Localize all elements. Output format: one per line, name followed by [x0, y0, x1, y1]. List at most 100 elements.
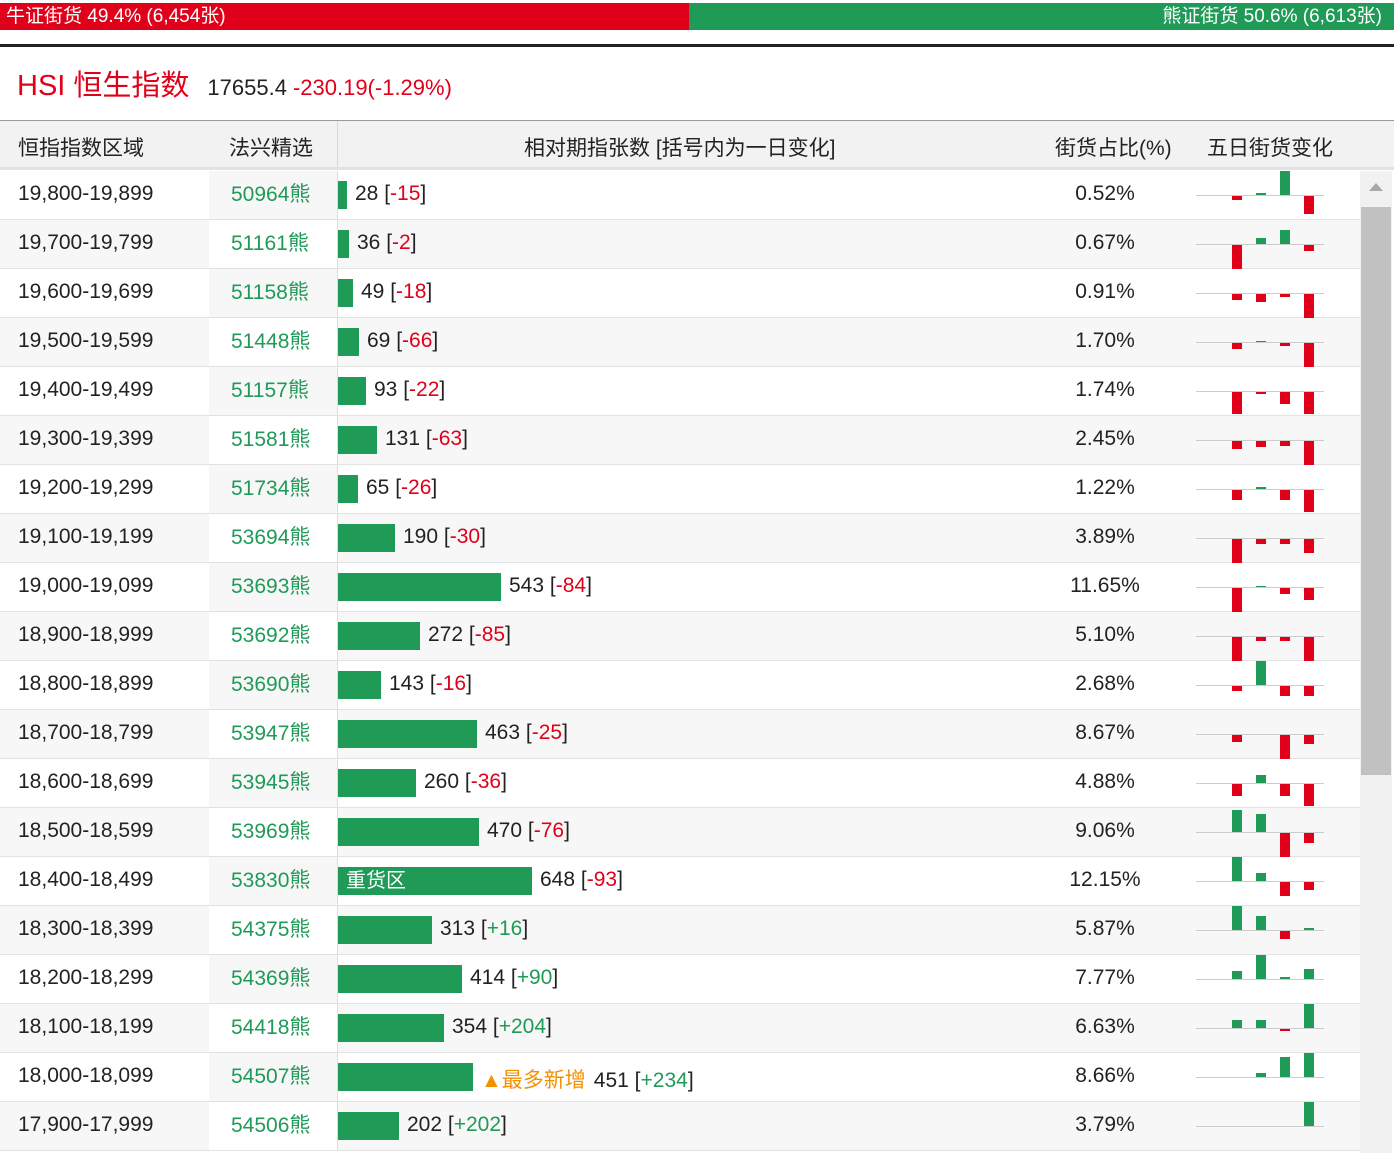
table-row[interactable]: 18,200-18,299 54369熊 414 [+90] 7.77% — [0, 955, 1360, 1004]
contracts-value: 28 — [355, 182, 379, 205]
table-row[interactable]: 19,600-19,699 51158熊 49 [-18] 0.91% — [0, 269, 1360, 318]
five-day-sparkline — [1196, 318, 1324, 367]
sparkline-bar — [1280, 882, 1290, 896]
sparkline-bar — [1304, 784, 1314, 806]
warrant-code-link[interactable]: 51158熊 — [209, 269, 337, 317]
warrant-code-link[interactable]: 53690熊 — [209, 661, 337, 709]
warrant-code-link[interactable]: 54507熊 — [209, 1053, 337, 1101]
table-row[interactable]: 18,900-18,999 53692熊 272 [-85] 5.10% — [0, 612, 1360, 661]
five-day-sparkline — [1196, 1053, 1324, 1101]
contracts-value: 93 — [374, 378, 398, 401]
warrant-code-link[interactable]: 51448熊 — [209, 318, 337, 366]
street-pct-cell: 9.06% — [1075, 819, 1135, 842]
contracts-label: 69 [-66] — [367, 329, 439, 352]
sparkline-bar — [1280, 294, 1290, 297]
table-row[interactable]: 18,000-18,099 54507熊 ▲最多新增 451 [+234] 8.66% — [0, 1053, 1360, 1102]
warrant-code-link[interactable]: 53830熊 — [209, 857, 337, 905]
five-day-sparkline — [1196, 759, 1324, 807]
warrant-code-link[interactable]: 54369熊 — [209, 955, 337, 1003]
table-row[interactable]: 19,400-19,499 51157熊 93 [-22] 1.74% — [0, 367, 1360, 416]
table-row[interactable]: 18,500-18,599 53969熊 470 [-76] 9.06% — [0, 808, 1360, 857]
index-range-cell: 18,800-18,899 — [18, 672, 154, 695]
table-row[interactable]: 18,300-18,399 54375熊 313 [+16] 5.87% — [0, 906, 1360, 955]
street-pct-cell: 2.68% — [1075, 672, 1135, 695]
warrant-code-link[interactable]: 53692熊 — [209, 612, 337, 660]
warrant-code-link[interactable]: 50964熊 — [209, 171, 337, 219]
table-row[interactable]: 18,800-18,899 53690熊 143 [-16] 2.68% — [0, 661, 1360, 710]
five-day-sparkline — [1196, 563, 1324, 612]
table-row[interactable]: 19,000-19,099 53693熊 543 [-84] 11.65% — [0, 563, 1360, 612]
warrant-code-link[interactable]: 54418熊 — [209, 1004, 337, 1052]
contracts-change: -16 — [435, 672, 467, 695]
warrant-code-link[interactable]: 51157熊 — [209, 367, 337, 415]
table-row[interactable]: 19,700-19,799 51161熊 36 [-2] 0.67% — [0, 220, 1360, 269]
sparkline-bar — [1256, 341, 1266, 342]
warrant-code-link[interactable]: 51581熊 — [209, 416, 337, 464]
contracts-change: +202 — [453, 1113, 502, 1136]
warrant-code-link[interactable]: 54506熊 — [209, 1102, 337, 1150]
warrant-code-link[interactable]: 53969熊 — [209, 808, 337, 856]
sparkline-bar — [1304, 588, 1314, 600]
contracts-change: -30 — [449, 525, 481, 548]
table-row[interactable]: 19,100-19,199 53694熊 190 [-30] 3.89% — [0, 514, 1360, 563]
sparkline-bar — [1280, 977, 1290, 979]
sparkline-bar — [1256, 775, 1266, 783]
sparkline-baseline — [1196, 195, 1324, 196]
five-day-sparkline — [1196, 857, 1324, 905]
sparkline-bar — [1280, 343, 1290, 346]
contracts-label: 202 [+202] — [407, 1113, 507, 1136]
table-row[interactable]: 18,700-18,799 53947熊 463 [-25] 8.67% — [0, 710, 1360, 759]
sparkline-bar — [1280, 931, 1290, 939]
index-change: -230.19(-1.29%) — [292, 75, 452, 100]
table-row[interactable]: 17,900-17,999 54506熊 202 [+202] 3.79% — [0, 1102, 1360, 1151]
warrant-code-link[interactable]: 51734熊 — [209, 465, 337, 513]
contracts-cell: 131 [-63] — [337, 416, 468, 464]
table-row[interactable]: 19,300-19,399 51581熊 131 [-63] 2.45% — [0, 416, 1360, 465]
contracts-label: 190 [-30] — [403, 525, 486, 548]
sparkline-bar — [1232, 588, 1242, 612]
sparkline-bar — [1280, 1029, 1290, 1031]
sparkline-bar — [1232, 735, 1242, 742]
warrant-code-link[interactable]: 53945熊 — [209, 759, 337, 807]
contracts-label: 65 [-26] — [366, 476, 438, 499]
sparkline-baseline — [1196, 489, 1324, 490]
index-range-cell: 18,700-18,799 — [18, 721, 154, 744]
contracts-bar — [338, 720, 477, 748]
warrant-code-link[interactable]: 53693熊 — [209, 563, 337, 611]
sparkline-baseline — [1196, 685, 1324, 686]
sparkline-bar — [1256, 586, 1266, 587]
sparkline-baseline — [1196, 979, 1324, 980]
sparkline-bar — [1232, 686, 1242, 691]
warrant-code-link[interactable]: 54375熊 — [209, 906, 337, 954]
scrollbar-thumb[interactable] — [1361, 207, 1391, 775]
sparkline-bar — [1256, 661, 1266, 685]
contracts-value: 260 — [424, 770, 460, 793]
sparkline-baseline — [1196, 783, 1324, 784]
contracts-cell: 49 [-18] — [337, 269, 432, 317]
sparkline-bar — [1256, 637, 1266, 641]
table-row[interactable]: 18,100-18,199 54418熊 354 [+204] 6.63% — [0, 1004, 1360, 1053]
index-name[interactable]: HSI 恒生指数 — [17, 70, 190, 102]
table-row[interactable]: 19,800-19,899 50964熊 28 [-15] 0.52% — [0, 171, 1360, 220]
five-day-sparkline — [1196, 171, 1324, 219]
table-row[interactable]: 18,600-18,699 53945熊 260 [-36] 4.88% — [0, 759, 1360, 808]
sparkline-bar — [1256, 955, 1266, 979]
contracts-change: -85 — [474, 623, 506, 646]
sparkline-bar — [1304, 833, 1314, 843]
warrant-code-link[interactable]: 51161熊 — [209, 220, 337, 268]
scroll-up-arrow-icon[interactable] — [1369, 183, 1383, 191]
warrant-code-link[interactable]: 53694熊 — [209, 514, 337, 562]
table-row[interactable]: 19,500-19,599 51448熊 69 [-66] 1.70% — [0, 318, 1360, 367]
sparkline-bar — [1280, 490, 1290, 500]
scrollbar[interactable] — [1360, 171, 1392, 1153]
column-header-trend: 五日街货变化 — [1207, 137, 1333, 160]
warrant-code-link[interactable]: 53947熊 — [209, 710, 337, 758]
index-range-cell: 19,400-19,499 — [18, 378, 154, 401]
contracts-label: 648 [-93] — [540, 868, 623, 891]
table-row[interactable]: 18,400-18,499 53830熊 重货区 648 [-93] 12.15% — [0, 857, 1360, 906]
sparkline-bar — [1232, 343, 1242, 349]
table-row[interactable]: 19,200-19,299 51734熊 65 [-26] 1.22% — [0, 465, 1360, 514]
index-range-cell: 19,300-19,399 — [18, 427, 154, 450]
contracts-label: 470 [-76] — [487, 819, 570, 842]
contracts-value: 65 — [366, 476, 390, 499]
